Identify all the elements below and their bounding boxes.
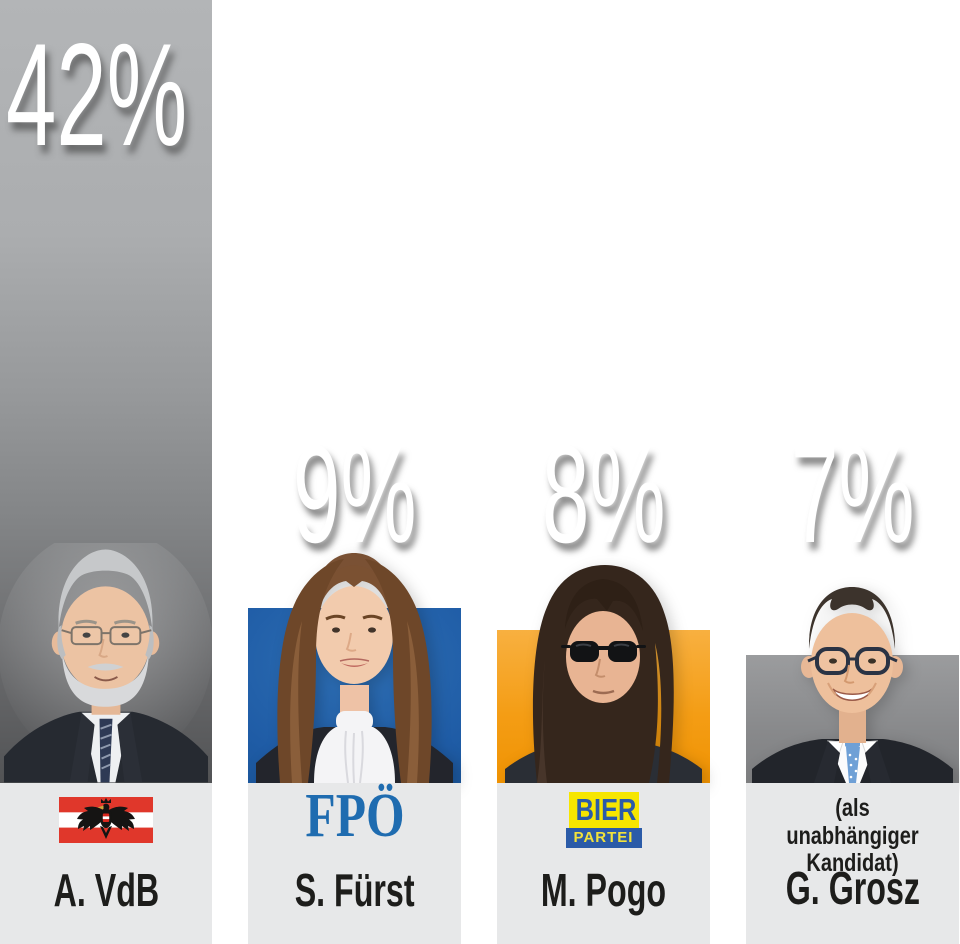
candidate-photo-fuerst bbox=[256, 553, 453, 783]
austria-flag-icon bbox=[59, 797, 153, 843]
percentage-label-vdb: 42% bbox=[6, 13, 188, 176]
candidate-card-fuerst: FPÖ S. Fürst bbox=[248, 783, 461, 944]
candidate-photo-vdb bbox=[0, 543, 212, 783]
candidate-card-grosz: (als unabhängiger Kandidat) G. Grosz bbox=[746, 783, 959, 944]
candidate-column-grosz: 7% (als unabhängiger Kandidat) G. Grosz bbox=[746, 0, 959, 944]
fpo-logo: FPÖ bbox=[304, 782, 405, 850]
candidate-name: A. VdB bbox=[53, 864, 159, 916]
bierpartei-logo: BIER PARTEI bbox=[497, 792, 710, 848]
percentage-label-fuerst: 9% bbox=[292, 418, 417, 572]
percentage-label-grosz: 7% bbox=[790, 418, 915, 572]
candidate-photo-pogo bbox=[505, 565, 702, 783]
candidate-card-pogo: BIER PARTEI M. Pogo bbox=[497, 783, 710, 944]
candidate-name: M. Pogo bbox=[540, 864, 667, 916]
candidate-name: G. Grosz bbox=[785, 862, 920, 914]
candidate-column-pogo: 8% BIER PARTEI M. Pogo bbox=[497, 0, 710, 944]
candidate-photo-grosz bbox=[752, 587, 953, 783]
candidate-name: S. Fürst bbox=[294, 864, 415, 916]
candidate-column-fuerst: 9% FPÖ S. Fürst bbox=[248, 0, 461, 944]
candidate-column-vdb: 42% A. VdB bbox=[0, 0, 212, 944]
independent-candidate-note: (als unabhängiger Kandidat) bbox=[786, 794, 919, 877]
percentage-label-pogo: 8% bbox=[541, 418, 666, 572]
candidate-card-vdb: A. VdB bbox=[0, 783, 212, 944]
